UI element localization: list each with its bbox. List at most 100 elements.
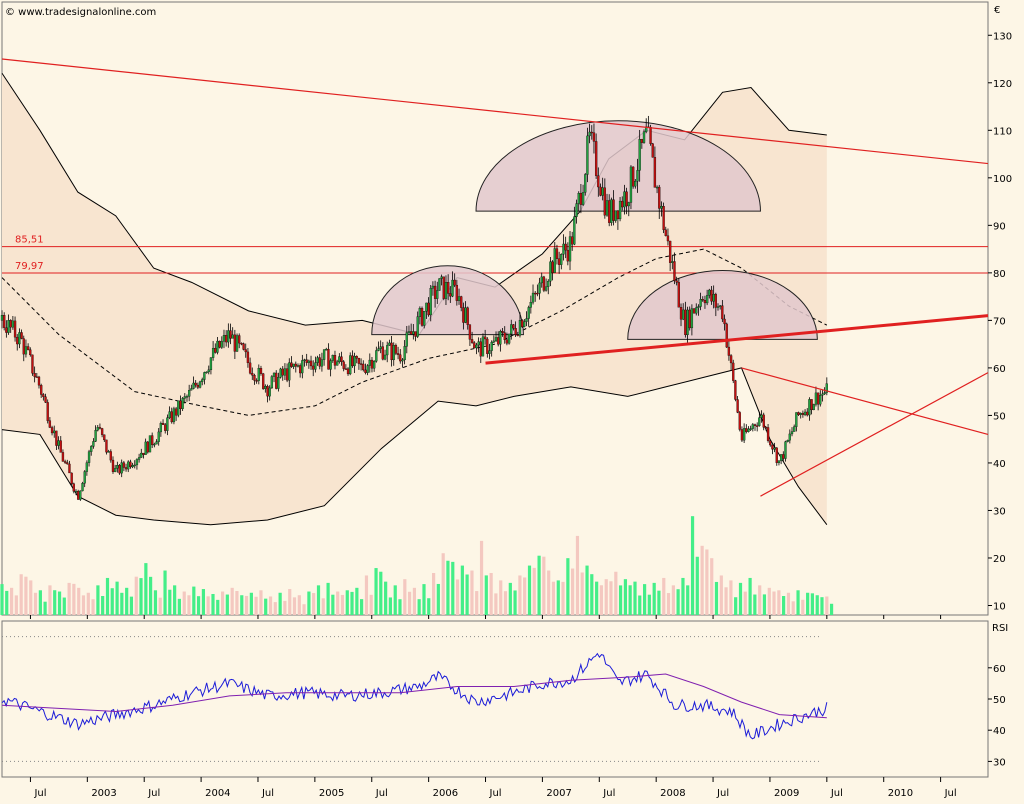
candle-body xyxy=(29,349,32,356)
candle-body xyxy=(701,299,704,301)
candle-body xyxy=(540,276,543,284)
volume-bar xyxy=(105,577,110,615)
candle-body xyxy=(33,373,36,377)
candle-body xyxy=(161,423,165,425)
volume-bar xyxy=(345,590,349,615)
volume-bar xyxy=(571,568,575,615)
candle-body xyxy=(414,331,417,337)
volume-bar xyxy=(355,587,359,615)
candle-body xyxy=(538,282,541,294)
candle-body xyxy=(747,428,750,432)
volume-bar xyxy=(115,581,119,615)
candle-body xyxy=(699,299,702,307)
volume-bar xyxy=(748,577,752,615)
pattern-arc xyxy=(475,120,761,212)
candle-body xyxy=(573,216,576,245)
volume-bar xyxy=(758,585,762,615)
candle-body xyxy=(248,362,252,374)
volume-bar xyxy=(407,591,412,615)
candle-body xyxy=(442,276,445,299)
x-axis-label: 2003 xyxy=(91,788,116,799)
volume-bar xyxy=(33,592,38,615)
candle-body xyxy=(266,386,269,397)
candle-body xyxy=(592,132,596,142)
candle-body xyxy=(507,333,511,344)
x-axis-label: 2006 xyxy=(433,788,458,799)
volume-bar xyxy=(484,575,488,615)
rsi-panel xyxy=(1,620,989,778)
volume-bar xyxy=(43,601,47,615)
volume-bar xyxy=(48,585,52,615)
candle-body xyxy=(174,408,178,416)
candle-body xyxy=(423,311,426,326)
candle-body xyxy=(279,368,282,378)
candle-body xyxy=(612,199,615,221)
candle-body xyxy=(63,461,67,463)
horizontal-level-label: 79,97 xyxy=(15,261,44,272)
volume-bar xyxy=(647,594,651,615)
candle-body xyxy=(603,187,606,216)
volume-bar xyxy=(412,587,417,615)
candle-body xyxy=(16,336,19,345)
volume-bar xyxy=(638,595,642,615)
volume-bar xyxy=(547,570,551,615)
volume-bar xyxy=(810,593,814,615)
volume-bar xyxy=(321,598,325,615)
price-axis-label: 10 xyxy=(993,601,1006,612)
candle-body xyxy=(627,202,630,207)
candle-body xyxy=(779,454,783,461)
candle-body xyxy=(760,414,763,418)
candle-body xyxy=(299,365,302,374)
candle-body xyxy=(351,355,354,367)
candle-body xyxy=(542,276,546,291)
candle-body xyxy=(433,285,437,299)
volume-bar xyxy=(388,597,392,615)
candle-body xyxy=(13,320,17,338)
volume-bar xyxy=(436,583,440,615)
candle-body xyxy=(679,307,683,320)
candle-body xyxy=(201,379,204,382)
volume-bar xyxy=(767,587,771,615)
candle-body xyxy=(719,305,722,307)
candle-body xyxy=(608,200,611,223)
candle-body xyxy=(725,323,728,348)
volume-bar xyxy=(738,582,743,615)
candle-body xyxy=(412,331,415,335)
candle-body xyxy=(144,441,147,455)
volume-bar xyxy=(244,595,249,615)
candle-body xyxy=(229,330,232,339)
candle-body xyxy=(806,411,809,416)
volume-bar xyxy=(590,574,594,615)
candle-body xyxy=(198,381,202,388)
candle-body xyxy=(79,490,82,500)
candle-body xyxy=(642,131,646,143)
candle-body xyxy=(425,302,428,312)
candle-body xyxy=(703,300,707,304)
price-axis-label: 110 xyxy=(993,126,1012,137)
volume-bar xyxy=(91,599,95,615)
candle-body xyxy=(72,483,75,492)
candle-body xyxy=(342,361,345,369)
x-axis-label: Jul xyxy=(830,788,843,799)
candle-body xyxy=(473,342,476,349)
candle-body xyxy=(26,346,30,350)
candle-body xyxy=(614,210,617,221)
candle-body xyxy=(590,131,593,134)
candle-body xyxy=(94,429,97,442)
candle-body xyxy=(470,339,474,343)
candle-body xyxy=(285,368,289,381)
candle-body xyxy=(357,358,361,364)
candle-body xyxy=(740,429,744,441)
candle-body xyxy=(812,404,815,411)
candle-body xyxy=(668,240,672,263)
candle-body xyxy=(383,354,387,360)
candle-body xyxy=(164,424,167,431)
candle-body xyxy=(155,441,158,445)
candle-body xyxy=(59,440,62,453)
candle-body xyxy=(386,345,389,356)
price-axis-label: 120 xyxy=(993,79,1012,90)
volume-bar xyxy=(652,582,656,615)
candle-body xyxy=(605,200,609,216)
candle-body xyxy=(568,236,572,262)
